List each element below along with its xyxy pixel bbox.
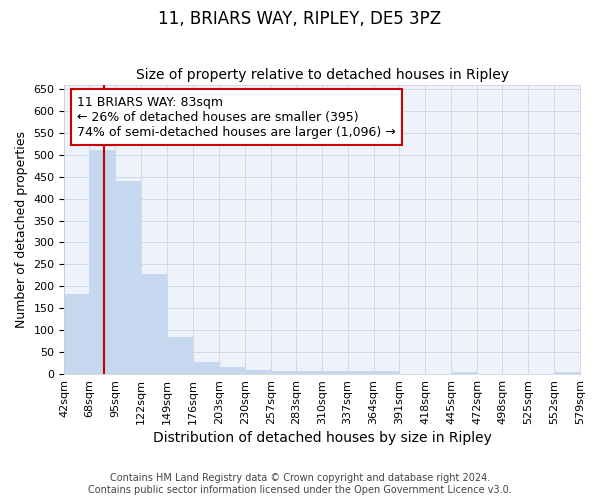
Bar bbox=[296, 372, 322, 374]
Y-axis label: Number of detached properties: Number of detached properties bbox=[15, 131, 28, 328]
Text: 11, BRIARS WAY, RIPLEY, DE5 3PZ: 11, BRIARS WAY, RIPLEY, DE5 3PZ bbox=[158, 10, 442, 28]
Bar bbox=[271, 371, 296, 374]
Bar bbox=[115, 181, 141, 374]
X-axis label: Distribution of detached houses by size in Ripley: Distribution of detached houses by size … bbox=[153, 431, 491, 445]
Bar bbox=[141, 274, 167, 374]
Bar bbox=[554, 372, 580, 374]
Bar bbox=[322, 372, 347, 374]
Bar bbox=[193, 362, 219, 374]
Bar bbox=[64, 294, 89, 374]
Bar bbox=[451, 372, 477, 374]
Text: 11 BRIARS WAY: 83sqm
← 26% of detached houses are smaller (395)
74% of semi-deta: 11 BRIARS WAY: 83sqm ← 26% of detached h… bbox=[77, 96, 395, 138]
Title: Size of property relative to detached houses in Ripley: Size of property relative to detached ho… bbox=[136, 68, 509, 82]
Bar bbox=[167, 337, 193, 374]
Bar bbox=[245, 370, 271, 374]
Bar bbox=[89, 150, 115, 374]
Bar bbox=[347, 372, 374, 374]
Bar bbox=[219, 368, 245, 374]
Text: Contains HM Land Registry data © Crown copyright and database right 2024.
Contai: Contains HM Land Registry data © Crown c… bbox=[88, 474, 512, 495]
Bar bbox=[374, 370, 400, 374]
